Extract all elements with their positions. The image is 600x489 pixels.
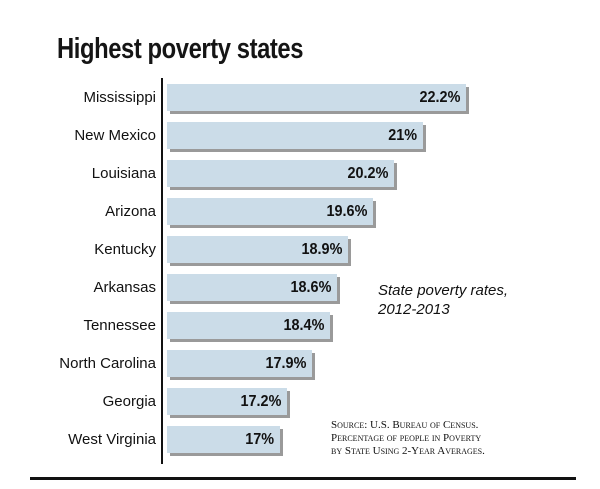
bar: 20.2% bbox=[167, 160, 395, 187]
data-label: 18.4% bbox=[283, 317, 325, 334]
bar: 17.2% bbox=[167, 388, 288, 415]
category-label: Tennessee bbox=[83, 317, 156, 334]
data-label: 21% bbox=[388, 127, 418, 144]
data-label: 19.6% bbox=[326, 203, 368, 220]
y-axis-line bbox=[161, 78, 163, 464]
bar: 18.9% bbox=[167, 236, 348, 263]
annotation-line: 2012-2013 bbox=[378, 301, 450, 318]
category-label: Arkansas bbox=[93, 279, 156, 296]
data-label: 18.9% bbox=[301, 241, 342, 258]
bottom-rule bbox=[30, 477, 576, 480]
chart-title: Highest poverty states bbox=[57, 33, 304, 65]
category-label: West Virginia bbox=[68, 431, 156, 448]
source-line: Source: U.S. Bureau of Census. bbox=[331, 419, 479, 431]
data-label: 17.9% bbox=[265, 355, 307, 372]
category-label: New Mexico bbox=[74, 127, 156, 144]
category-label: Georgia bbox=[102, 393, 156, 410]
bar: 22.2% bbox=[167, 84, 467, 111]
data-label: 17% bbox=[245, 431, 275, 448]
category-label: Louisiana bbox=[91, 165, 156, 182]
source-note: Source: U.S. Bureau of Census. Percentag… bbox=[331, 419, 485, 458]
bar: 17.9% bbox=[167, 350, 313, 377]
annotation: State poverty rates, 2012-2013 bbox=[378, 281, 508, 319]
source-line: Percentage of people in Poverty bbox=[331, 432, 482, 444]
data-label: 20.2% bbox=[347, 165, 389, 182]
category-label: Arizona bbox=[105, 203, 156, 220]
category-label: North Carolina bbox=[59, 355, 156, 372]
data-label: 22.2% bbox=[419, 89, 461, 106]
data-label: 18.6% bbox=[290, 279, 332, 296]
bar: 19.6% bbox=[167, 198, 374, 225]
category-label: Mississippi bbox=[83, 89, 156, 106]
category-label: Kentucky bbox=[94, 241, 156, 258]
annotation-line: State poverty rates, bbox=[378, 282, 509, 299]
bar: 18.6% bbox=[167, 274, 338, 301]
bar: 18.4% bbox=[167, 312, 331, 339]
source-line: by State Using 2-Year Averages. bbox=[331, 445, 485, 457]
bar: 21% bbox=[167, 122, 424, 149]
data-label: 17.2% bbox=[240, 393, 282, 410]
bar: 17% bbox=[167, 426, 281, 453]
